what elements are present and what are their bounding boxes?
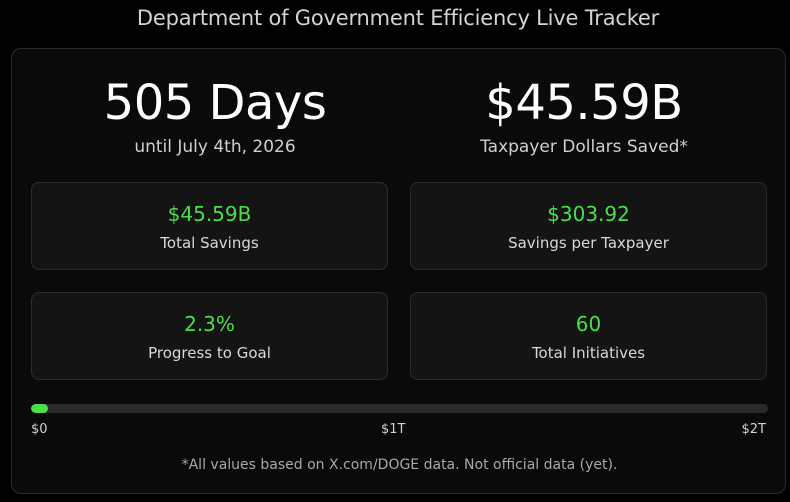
- countdown-value: 505 Days: [103, 75, 327, 131]
- total-initiatives-value: 60: [575, 312, 602, 336]
- savings-per-taxpayer-card: $303.92 Savings per Taxpayer: [410, 182, 767, 270]
- savings-per-taxpayer-value: $303.92: [547, 202, 630, 226]
- page-title: Department of Government Efficiency Live…: [136, 6, 660, 30]
- total-savings-label: Total Savings: [160, 234, 259, 252]
- total-initiatives-label: Total Initiatives: [531, 344, 646, 362]
- progress-to-goal-card: 2.3% Progress to Goal: [31, 292, 388, 380]
- savings-per-taxpayer-label: Savings per Taxpayer: [508, 234, 669, 252]
- savings-hero-value: $45.59B: [485, 75, 683, 131]
- countdown-caption: until July 4th, 2026: [134, 137, 296, 157]
- progress-tick-mid: $1T: [381, 422, 406, 437]
- progress-tick-min: $0: [31, 422, 48, 437]
- progress-bar: [31, 404, 768, 413]
- progress-to-goal-value: 2.3%: [184, 312, 235, 336]
- tracker-panel: 505 Days until July 4th, 2026 $45.59B Ta…: [11, 48, 786, 494]
- savings-hero-stat: $45.59B Taxpayer Dollars Saved*: [404, 72, 764, 157]
- savings-hero-caption: Taxpayer Dollars Saved*: [480, 137, 688, 157]
- progress-tick-max: $2T: [741, 422, 766, 437]
- total-initiatives-card: 60 Total Initiatives: [410, 292, 767, 380]
- total-savings-value: $45.59B: [167, 202, 252, 226]
- disclaimer-text: *All values based on X.com/DOGE data. No…: [181, 457, 618, 473]
- progress-bar-fill: [31, 404, 48, 413]
- total-savings-card: $45.59B Total Savings: [31, 182, 388, 270]
- progress-to-goal-label: Progress to Goal: [148, 344, 271, 362]
- countdown-stat: 505 Days until July 4th, 2026: [35, 72, 395, 157]
